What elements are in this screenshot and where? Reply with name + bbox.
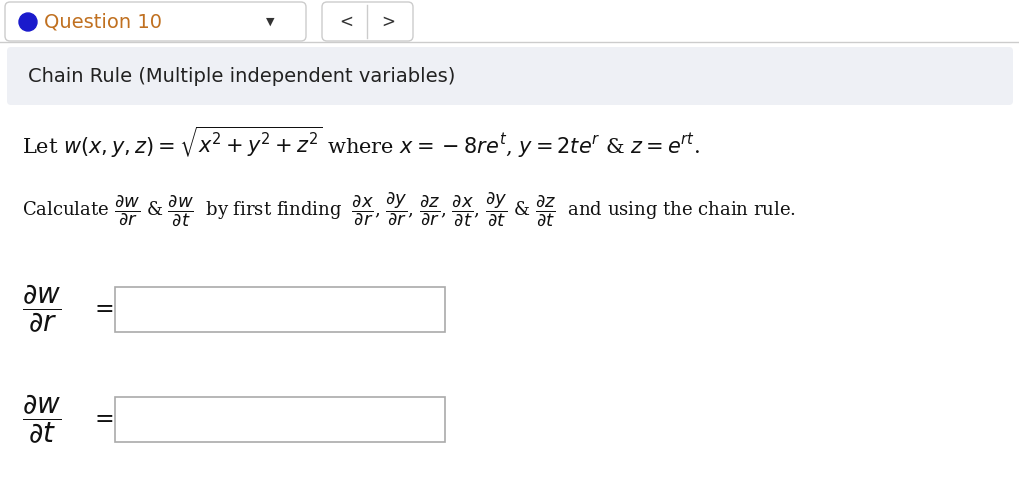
Text: Calculate $\dfrac{\partial w}{\partial r}$ & $\dfrac{\partial w}{\partial t}$  b: Calculate $\dfrac{\partial w}{\partial r…	[22, 190, 795, 228]
Text: =: =	[95, 407, 114, 431]
FancyBboxPatch shape	[115, 397, 444, 442]
FancyBboxPatch shape	[5, 2, 306, 41]
Text: >: >	[381, 13, 394, 31]
Text: $\dfrac{\partial w}{\partial t}$: $\dfrac{\partial w}{\partial t}$	[22, 393, 61, 446]
FancyBboxPatch shape	[115, 287, 444, 332]
Text: ▼: ▼	[266, 17, 274, 27]
Text: =: =	[95, 297, 114, 321]
Text: Chain Rule (Multiple independent variables): Chain Rule (Multiple independent variabl…	[28, 67, 454, 86]
Text: Let $w(x, y, z) = \sqrt{x^2 + y^2 + z^2}$ where $x = -8re^t$, $y = 2te^r$ & $z =: Let $w(x, y, z) = \sqrt{x^2 + y^2 + z^2}…	[22, 124, 699, 160]
Text: $\dfrac{\partial w}{\partial r}$: $\dfrac{\partial w}{\partial r}$	[22, 283, 61, 335]
FancyBboxPatch shape	[7, 47, 1012, 105]
Text: <: <	[338, 13, 353, 31]
Circle shape	[19, 13, 37, 31]
Text: Question 10: Question 10	[44, 13, 162, 32]
FancyBboxPatch shape	[322, 2, 413, 41]
